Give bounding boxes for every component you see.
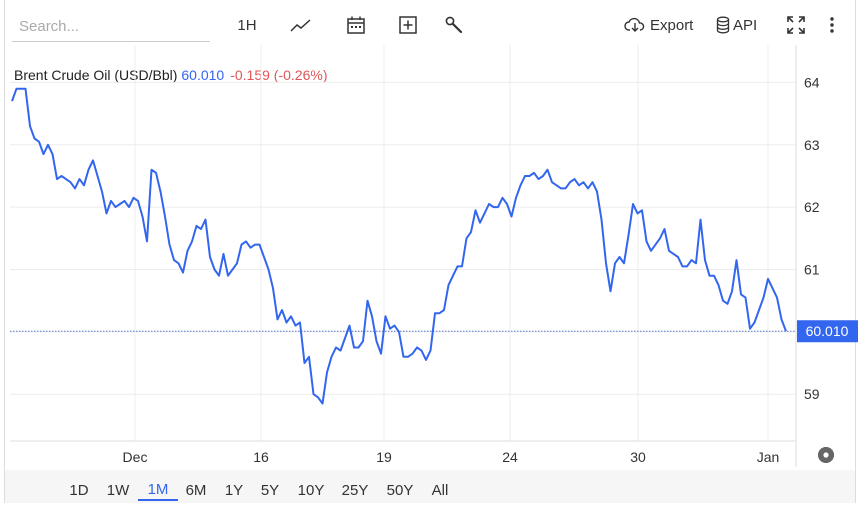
x-tick-label: 30 xyxy=(630,449,646,465)
x-tick-label: 24 xyxy=(502,449,518,465)
x-tick-label: Dec xyxy=(123,449,148,465)
api-label: API xyxy=(733,16,758,34)
settings-tool-button[interactable] xyxy=(441,12,467,38)
y-tick-label: 59 xyxy=(804,386,820,402)
add-indicator-button[interactable] xyxy=(395,12,421,38)
search-input[interactable] xyxy=(12,12,210,41)
last-price-tag-label: 60.010 xyxy=(806,323,849,339)
x-tick-label: 19 xyxy=(376,449,392,465)
range-button-1d[interactable]: 1D xyxy=(69,481,89,499)
range-bar xyxy=(5,470,855,503)
legend-price: 60.010 xyxy=(181,67,225,83)
gear-icon[interactable] xyxy=(817,446,835,464)
line-chart-icon xyxy=(290,19,311,32)
x-tick-label: Jan xyxy=(757,449,780,465)
chart-legend: Brent Crude Oil (USD/Bbl) 60.010 -0.159 (-… xyxy=(14,67,328,83)
legend-change: -0.159 (-0.26%) xyxy=(230,67,328,83)
y-tick-label: 64 xyxy=(804,74,820,90)
export-label: Export xyxy=(650,16,694,34)
price-series-line xyxy=(11,87,787,405)
plus-box-icon xyxy=(399,16,417,34)
range-button-1w[interactable]: 1W xyxy=(106,481,130,499)
fullscreen-button[interactable] xyxy=(785,12,807,38)
range-button-1y[interactable]: 1Y xyxy=(224,481,244,499)
range-button-all[interactable]: All xyxy=(431,481,449,499)
fullscreen-icon xyxy=(787,16,805,34)
calendar-icon xyxy=(347,16,365,34)
range-button-50y[interactable]: 50Y xyxy=(386,481,414,499)
cloud-download-icon xyxy=(624,17,645,32)
wrench-icon xyxy=(445,16,463,34)
last-price-tag xyxy=(797,320,858,343)
series-name: Brent Crude Oil (USD/Bbl) xyxy=(14,67,178,83)
more-menu-button[interactable] xyxy=(822,12,842,38)
y-tick-label: 61 xyxy=(804,262,820,278)
export-button[interactable]: Export xyxy=(624,12,696,38)
range-button-6m[interactable]: 6M xyxy=(185,481,207,499)
database-icon xyxy=(716,16,730,34)
range-button-1m[interactable]: 1M xyxy=(138,479,178,501)
interval-button[interactable]: 1H xyxy=(237,16,257,34)
api-button[interactable]: API xyxy=(716,12,762,38)
range-button-25y[interactable]: 25Y xyxy=(341,481,369,499)
range-button-10y[interactable]: 10Y xyxy=(297,481,325,499)
x-tick-label: 16 xyxy=(253,449,269,465)
y-tick-label: 63 xyxy=(804,137,820,153)
range-button-5y[interactable]: 5Y xyxy=(260,481,280,499)
calendar-button[interactable] xyxy=(343,12,369,38)
search-box[interactable] xyxy=(12,12,210,42)
chart-type-button[interactable] xyxy=(288,12,314,38)
y-tick-label: 62 xyxy=(804,199,820,215)
kebab-menu-icon xyxy=(830,17,834,33)
price-chart[interactable]: 596061626364Dec16192430Jan60.010 xyxy=(0,0,860,470)
